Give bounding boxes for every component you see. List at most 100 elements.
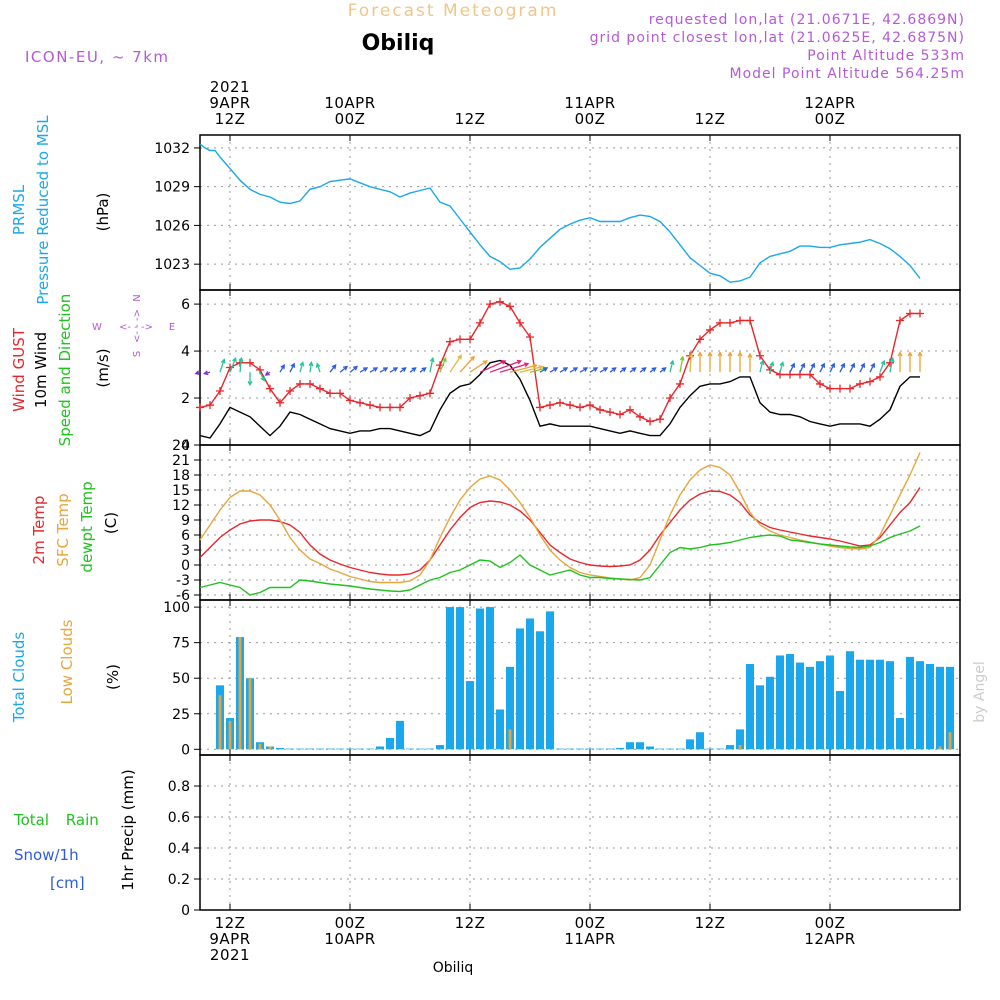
total-cloud-bar bbox=[606, 748, 614, 750]
low-cloud-bar bbox=[938, 746, 942, 750]
bottom-time-label: 10APR bbox=[324, 930, 375, 948]
total-cloud-bar bbox=[376, 746, 384, 750]
wind-series-0-line bbox=[199, 359, 920, 439]
wind-series-1-marker bbox=[906, 309, 914, 318]
bottom-time-label: 11APR bbox=[564, 930, 615, 948]
total-cloud-bar bbox=[306, 748, 314, 750]
low-cloud-bar bbox=[948, 732, 952, 750]
wind-arrow-head bbox=[315, 362, 321, 368]
wind-panel: 0 2 4 6 bbox=[181, 289, 961, 454]
wind-arrow-head bbox=[194, 370, 200, 375]
wind-series-1-marker bbox=[706, 325, 714, 334]
temp-2m-label: 2m Temp bbox=[30, 496, 48, 565]
wind-arrow bbox=[259, 371, 265, 381]
wind-arrow-head bbox=[759, 359, 765, 366]
temperature-frame bbox=[199, 444, 961, 601]
wind-series-1-marker bbox=[346, 396, 354, 405]
temperature-ytick-label: 24 bbox=[172, 438, 190, 454]
pressure-frame bbox=[199, 134, 961, 291]
wind-arrow bbox=[499, 363, 529, 373]
wind-arrow-head bbox=[247, 380, 253, 387]
clouds-ytick-label: 0 bbox=[181, 742, 190, 758]
clouds-panel: 0 25 50 75 100 bbox=[163, 599, 961, 758]
wind-arrow bbox=[689, 353, 693, 373]
wind-arrow bbox=[839, 363, 845, 373]
total-cloud-bar bbox=[806, 666, 814, 750]
bottom-time-label: 12APR bbox=[804, 930, 855, 948]
total-cloud-bar bbox=[516, 628, 524, 750]
point-altitude: Point Altitude 533m bbox=[807, 48, 965, 64]
wind-arrow-head bbox=[727, 351, 733, 357]
wind-ytick-label: 4 bbox=[181, 344, 190, 360]
wind-series-1-marker bbox=[816, 379, 824, 388]
total-cloud-bar bbox=[646, 746, 654, 750]
wind-arrow bbox=[539, 367, 548, 373]
wind-arrow-head bbox=[917, 351, 923, 357]
wind-arrow bbox=[479, 360, 506, 373]
total-cloud-bar bbox=[416, 748, 424, 750]
wind-arrow-head bbox=[203, 370, 209, 376]
total-cloud-bar bbox=[816, 661, 824, 750]
total-rain-label: Total Rain bbox=[13, 811, 99, 829]
temperature-ytick-label: 0 bbox=[181, 558, 190, 574]
pressure-unit: (hPa) bbox=[94, 193, 112, 232]
total-cloud-bar bbox=[566, 748, 574, 750]
wind-series-1-marker bbox=[696, 335, 704, 344]
wind-arrow bbox=[809, 363, 815, 373]
wind-arrow-head bbox=[411, 367, 417, 372]
wind-series-1-marker bbox=[246, 358, 254, 367]
pressure-label-line-2: Pressure Reduced to MSL bbox=[34, 115, 52, 305]
wind-arrow bbox=[316, 363, 321, 373]
total-cloud-bar bbox=[736, 729, 744, 750]
wind-arrow bbox=[449, 355, 462, 373]
total-cloud-bar bbox=[586, 748, 594, 750]
wind-arrow bbox=[459, 356, 475, 373]
total-cloud-bar bbox=[846, 651, 854, 750]
wind-series-1-marker bbox=[216, 386, 224, 395]
wind-arrow-head bbox=[352, 365, 359, 371]
low-cloud-bar bbox=[258, 743, 262, 750]
wind-arrow bbox=[349, 366, 358, 373]
wind-arrow-head bbox=[582, 367, 589, 372]
wind-arrow-head bbox=[401, 367, 407, 372]
total-cloud-bar bbox=[596, 748, 604, 750]
pressure-ytick-label: 1029 bbox=[154, 180, 190, 196]
total-cloud-bar bbox=[836, 691, 844, 750]
wind-arrow-head bbox=[470, 355, 475, 361]
clouds-ytick-label: 100 bbox=[163, 600, 190, 616]
total-cloud-bar bbox=[526, 618, 534, 750]
precip-ytick-label: 0 bbox=[181, 903, 190, 919]
wind-arrow-head bbox=[501, 360, 507, 365]
wind-series-1-marker bbox=[846, 384, 854, 393]
wind-arrow-head bbox=[392, 367, 399, 372]
wind-series-1-marker bbox=[286, 386, 294, 395]
temperature-ytick-label: 21 bbox=[172, 453, 190, 469]
wind-arrow bbox=[859, 363, 865, 373]
wind-series-1-marker bbox=[196, 403, 204, 412]
wind-arrow bbox=[339, 366, 348, 373]
wind-arrow-head bbox=[290, 362, 295, 368]
wind-series-1-marker bbox=[596, 405, 604, 414]
wind-arrow-head bbox=[308, 361, 314, 367]
wind-arrow-head bbox=[697, 351, 703, 357]
wind-series-1-marker bbox=[356, 398, 364, 407]
total-cloud-bar bbox=[276, 747, 284, 750]
wind-arrow-head bbox=[790, 362, 795, 368]
total-cloud-bar bbox=[476, 608, 484, 750]
total-cloud-bar bbox=[426, 748, 434, 750]
top-time-label: 00Z bbox=[575, 110, 606, 128]
wind-series-1-marker bbox=[656, 415, 664, 424]
wind-arrow bbox=[219, 359, 225, 373]
wind-arrow-head bbox=[457, 354, 462, 360]
pressure-ytick-label: 1032 bbox=[154, 141, 190, 157]
wind-arrow-head bbox=[707, 351, 713, 357]
wind-series-1-marker bbox=[376, 403, 384, 412]
total-cloud-bar bbox=[826, 655, 834, 750]
wind-series-1-marker bbox=[476, 318, 484, 327]
temp-unit: (C) bbox=[102, 512, 120, 534]
wind-arrow-head bbox=[850, 362, 855, 368]
wind-arrow-head bbox=[820, 362, 825, 368]
wind-arrow-head bbox=[907, 351, 913, 357]
wind-arrow-head bbox=[299, 361, 305, 367]
